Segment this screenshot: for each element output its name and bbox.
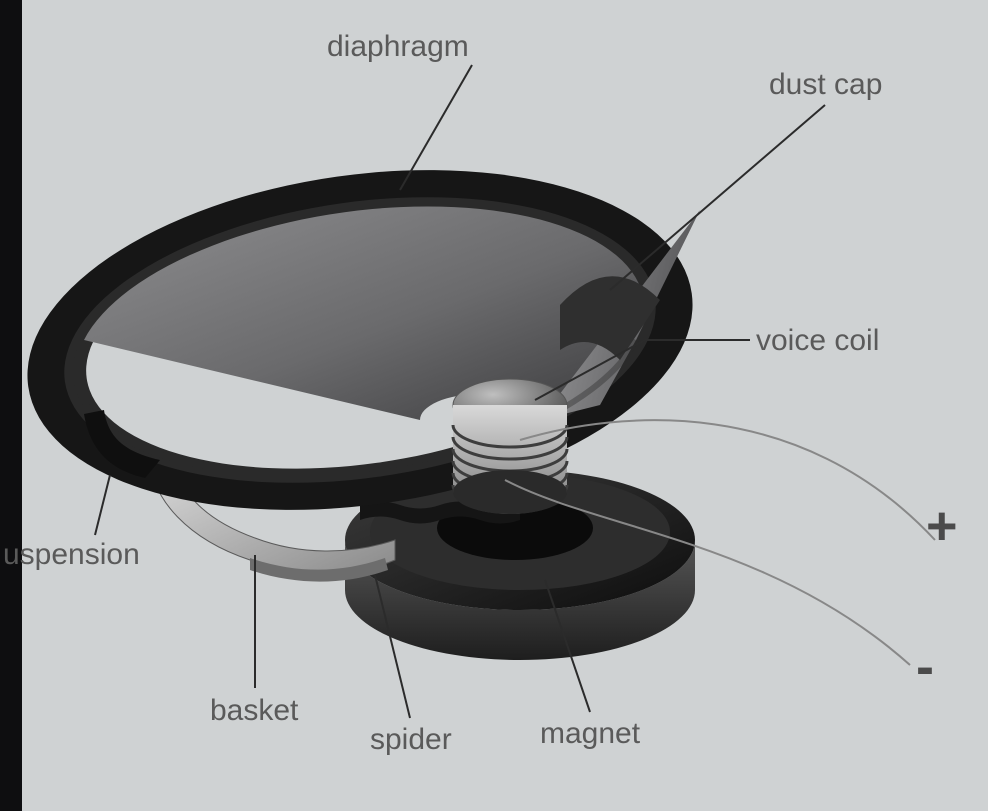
symbol-minus: - [916, 636, 934, 698]
diagram-stage: diaphragm dust cap voice coil uspension … [0, 0, 988, 811]
speaker-cutaway-illustration [0, 0, 988, 811]
label-magnet: magnet [540, 717, 640, 751]
voice-coil [453, 379, 567, 514]
scan-left-edge [0, 0, 22, 811]
label-diaphragm: diaphragm [327, 30, 469, 64]
label-dust-cap: dust cap [769, 68, 882, 102]
symbol-plus: + [926, 495, 958, 557]
label-spider: spider [370, 723, 452, 757]
label-basket: basket [210, 694, 298, 728]
label-suspension: uspension [3, 538, 140, 572]
label-voice-coil: voice coil [756, 324, 879, 358]
